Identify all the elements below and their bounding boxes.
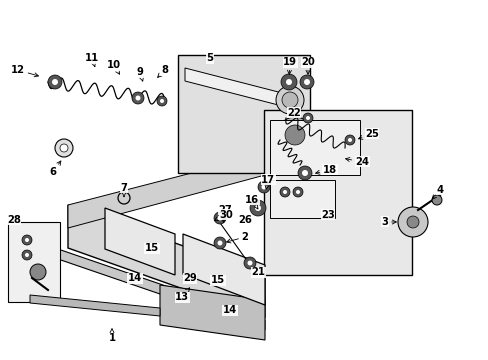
Circle shape (25, 253, 29, 257)
Circle shape (302, 170, 307, 176)
Circle shape (244, 257, 256, 269)
Circle shape (431, 195, 441, 205)
Circle shape (276, 117, 312, 153)
Circle shape (285, 79, 291, 85)
Circle shape (280, 187, 289, 197)
Text: 21: 21 (250, 267, 264, 277)
Text: 11: 11 (85, 53, 99, 67)
Polygon shape (105, 208, 175, 275)
Text: 14: 14 (128, 273, 142, 283)
Circle shape (247, 261, 252, 265)
Circle shape (254, 205, 261, 211)
Circle shape (25, 238, 29, 242)
Text: 9: 9 (136, 67, 143, 81)
Circle shape (22, 250, 32, 260)
Text: 29: 29 (183, 273, 197, 283)
Polygon shape (68, 205, 264, 318)
Circle shape (347, 138, 351, 142)
Circle shape (48, 75, 62, 89)
Circle shape (55, 139, 73, 157)
Polygon shape (184, 68, 289, 108)
Text: 23: 23 (321, 210, 334, 220)
Circle shape (299, 75, 313, 89)
Circle shape (304, 79, 309, 85)
Text: 8: 8 (157, 65, 168, 77)
Text: 27: 27 (218, 205, 231, 222)
Text: 15: 15 (210, 275, 224, 285)
Text: 17: 17 (261, 175, 274, 189)
Circle shape (52, 79, 58, 85)
Circle shape (135, 95, 140, 100)
Text: 14: 14 (223, 305, 237, 315)
Text: 4: 4 (431, 185, 443, 199)
Circle shape (160, 99, 163, 103)
Bar (178, 55, 309, 173)
Text: 2: 2 (226, 232, 248, 243)
Circle shape (281, 74, 296, 90)
Text: 6: 6 (49, 161, 61, 177)
Text: 13: 13 (175, 288, 189, 302)
Circle shape (283, 190, 286, 194)
Text: 30: 30 (214, 210, 232, 221)
Text: 10: 10 (107, 60, 121, 74)
Text: 18: 18 (315, 165, 336, 175)
Text: 24: 24 (345, 157, 368, 167)
Circle shape (305, 116, 309, 120)
Circle shape (157, 96, 167, 106)
Circle shape (292, 187, 303, 197)
Text: 1: 1 (108, 329, 115, 343)
Circle shape (282, 92, 297, 108)
Circle shape (132, 92, 143, 104)
Text: 3: 3 (381, 217, 395, 227)
Text: 5: 5 (206, 53, 213, 63)
Circle shape (406, 216, 418, 228)
Circle shape (30, 264, 46, 280)
Text: 7: 7 (121, 183, 127, 197)
Text: 22: 22 (286, 108, 300, 118)
Text: 20: 20 (301, 57, 314, 74)
Bar (269, 120, 359, 175)
Circle shape (275, 86, 304, 114)
Bar (269, 180, 334, 218)
Circle shape (303, 113, 312, 123)
Text: 26: 26 (238, 215, 251, 225)
Polygon shape (160, 285, 264, 340)
Circle shape (295, 190, 299, 194)
Text: 15: 15 (144, 243, 159, 253)
Text: 16: 16 (244, 195, 259, 209)
Circle shape (397, 207, 427, 237)
Polygon shape (183, 234, 264, 305)
Circle shape (22, 235, 32, 245)
Text: 19: 19 (283, 57, 296, 74)
Polygon shape (55, 248, 264, 330)
Circle shape (217, 240, 222, 246)
Circle shape (345, 135, 354, 145)
Text: 28: 28 (7, 215, 21, 225)
Circle shape (258, 181, 269, 193)
Circle shape (285, 125, 305, 145)
Circle shape (249, 200, 265, 216)
Bar (8, 222, 60, 302)
Circle shape (214, 237, 225, 249)
Circle shape (60, 144, 68, 152)
Polygon shape (30, 295, 160, 316)
Text: 12: 12 (11, 65, 39, 77)
Circle shape (214, 212, 225, 224)
Circle shape (261, 184, 266, 189)
Circle shape (217, 216, 222, 220)
Polygon shape (68, 154, 264, 228)
Text: 25: 25 (358, 129, 378, 139)
Bar (264, 110, 411, 275)
Circle shape (297, 166, 311, 180)
